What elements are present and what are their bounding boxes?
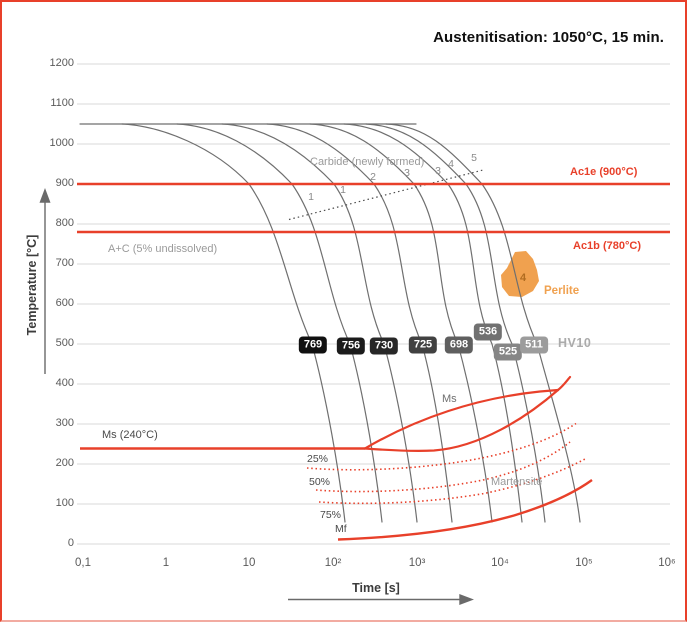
- hardness-badge-525: 525: [493, 343, 523, 361]
- hardness-badge-756: 756: [336, 337, 366, 355]
- y-tick-600: 600: [55, 297, 74, 309]
- hardness-badge-511: 511: [520, 336, 548, 354]
- carbide-marker-3b: 3: [435, 165, 441, 177]
- ms-expansion-curve: [363, 375, 572, 452]
- mf-curve: [337, 479, 593, 541]
- y-axis-title: Temperature [°C]: [25, 234, 39, 336]
- hardness-badge-698: 698: [444, 336, 474, 354]
- fraction-25-label: 25%: [307, 453, 329, 465]
- a-plus-c-label: A+C (5% undissolved): [108, 243, 218, 255]
- carbide-formation-line: [288, 168, 486, 221]
- martensite-fraction-curves: [306, 422, 593, 541]
- carbide-marker-3a: 3: [404, 167, 410, 179]
- x-tick-1e6: 10⁶: [658, 557, 676, 569]
- cooling-curves: [79, 123, 581, 523]
- carbide-marker-1b: 1: [340, 184, 346, 196]
- x-tick-1: 1: [162, 557, 170, 569]
- fraction-75-label: 75%: [320, 509, 342, 521]
- chart-title: Austenitisation: 1050°C, 15 min.: [433, 29, 664, 46]
- axis-arrows: [39, 188, 474, 606]
- x-tick-1e5: 10⁵: [575, 557, 593, 569]
- fraction-50-label: 50%: [309, 476, 331, 488]
- hardness-badge-536: 536: [473, 323, 503, 341]
- hv10-label: HV10: [558, 336, 592, 350]
- x-tick-0p1: 0,1: [75, 557, 91, 569]
- y-tick-800: 800: [55, 217, 74, 229]
- carbide-marker-5: 5: [471, 152, 477, 164]
- carbide-marker-2: 2: [370, 171, 376, 183]
- x-tick-1e3: 10³: [408, 557, 426, 569]
- perlite-label: Perlite: [544, 285, 580, 297]
- x-tick-10: 10: [242, 557, 256, 569]
- hardness-badge-725: 725: [408, 336, 438, 354]
- perlite-region: [501, 251, 539, 297]
- y-tick-900: 900: [55, 177, 74, 189]
- y-tick-1100: 1100: [50, 97, 74, 109]
- carbide-label: Carbide (newly formed): [310, 156, 425, 168]
- y-tick-400: 400: [55, 377, 74, 389]
- carbide-marker-4: 4: [448, 158, 454, 170]
- ac1b-label: Ac1b (780°C): [573, 240, 641, 252]
- y-tick-1000: 1000: [49, 137, 74, 149]
- x-axis-title: Time [s]: [352, 581, 400, 595]
- perlite-marker: 4: [519, 272, 527, 284]
- y-tick-100: 100: [55, 497, 74, 509]
- hardness-badge-769: 769: [298, 336, 328, 354]
- y-tick-500: 500: [55, 337, 74, 349]
- y-tick-700: 700: [55, 257, 74, 269]
- carbide-marker-1a: 1: [308, 191, 314, 203]
- y-tick-0: 0: [67, 537, 74, 549]
- x-tick-1e2: 10²: [324, 557, 342, 569]
- x-tick-1e4: 10⁴: [491, 557, 509, 569]
- ms-label: Ms (240°C): [102, 429, 158, 441]
- y-tick-200: 200: [55, 457, 74, 469]
- ac1e-label: Ac1e (900°C): [570, 166, 638, 178]
- reference-lines: [77, 182, 670, 450]
- y-tick-300: 300: [55, 417, 74, 429]
- y-tick-1200: 1200: [49, 57, 74, 69]
- mf-label: Mf: [335, 523, 347, 535]
- martensite-label: Martensite: [491, 476, 543, 488]
- hardness-badge-730: 730: [369, 337, 399, 355]
- ms-curve-label: Ms: [442, 393, 457, 405]
- gridlines: [77, 63, 670, 545]
